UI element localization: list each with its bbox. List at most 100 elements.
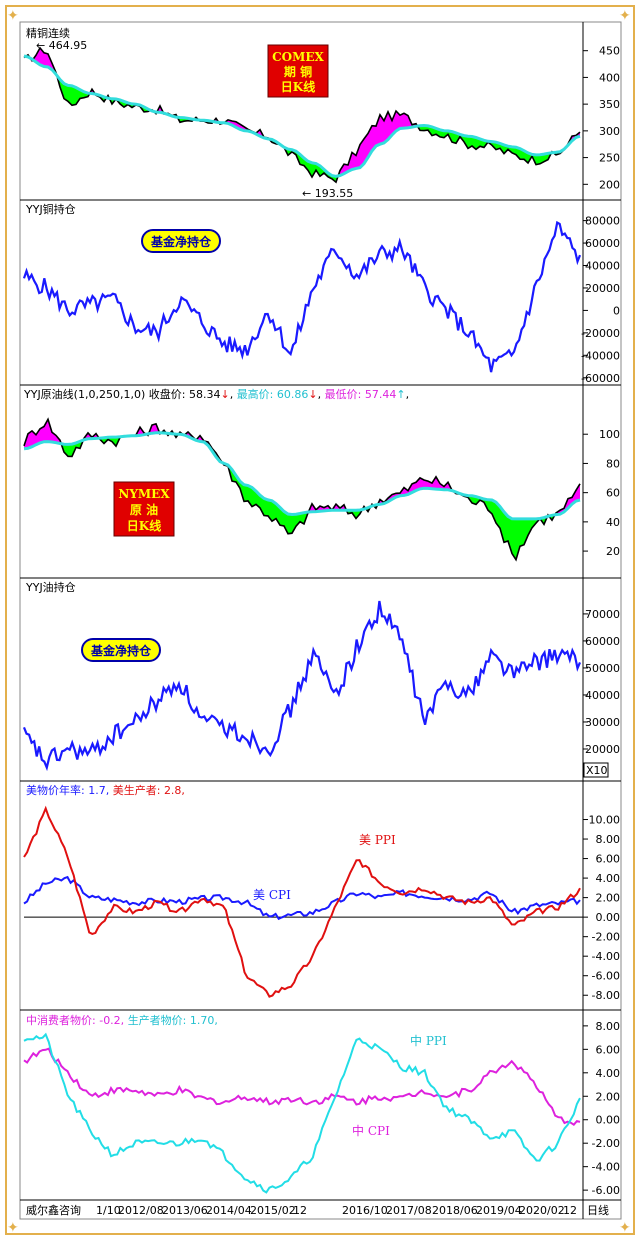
copper_pos-ytick-label-5: 40000 (585, 260, 620, 273)
nymex-badge-line1: NYMEX (118, 487, 170, 501)
us_inflation-ytick-label-6: 4.00 (596, 872, 621, 885)
footer-date-8: 2018/06 (432, 1204, 478, 1217)
oil_pos-ytick-label-0: 20000 (585, 743, 620, 756)
copper-band-82 (352, 152, 356, 170)
copper_pos-ytick-label-4: 20000 (585, 282, 620, 295)
copper_pos-ytick-label-6: 60000 (585, 237, 620, 250)
oil-close-value: 58.34 (189, 388, 221, 401)
copper-band-110 (464, 135, 468, 149)
oil-band-121 (508, 516, 512, 554)
corner-ornament-br: ✦ (619, 1220, 631, 1236)
oil-band-10 (64, 444, 68, 457)
oil-low-value: 57.44 (365, 388, 397, 401)
oil-band-68 (296, 513, 300, 527)
copper-band-89 (380, 114, 384, 145)
oil-ytick-label-0: 20 (606, 545, 620, 558)
us-ppi-legend-value: 2.8, (164, 784, 185, 797)
footer-date-3: 2014/04 (206, 1204, 252, 1217)
copper-band-93 (396, 111, 400, 131)
comex-badge-line3: 日K线 (281, 79, 315, 94)
plots-layer: 200250300350400450-60000-40000-200000200… (22, 45, 621, 1197)
cn-cpi-legend: 中消费者物价: (26, 1013, 96, 1027)
footer-date-7: 2017/08 (386, 1204, 432, 1217)
footer-date-11: 12 (563, 1204, 577, 1217)
oil-band-119 (500, 506, 504, 543)
copper-band-95 (404, 113, 408, 129)
oil-band-32 (152, 423, 156, 434)
footer-date-6: 2016/10 (342, 1204, 388, 1217)
us-ppi-legend: 美生产者: (113, 783, 161, 797)
us_inflation-ytick-label-0: -8.00 (592, 989, 620, 1002)
us_inflation-ytick-label-3: -2.00 (592, 931, 620, 944)
copper-band-88 (376, 114, 380, 146)
corner-ornament-tr: ✦ (619, 8, 631, 24)
oil-band-122 (512, 518, 516, 560)
copper_pos-ytick-label-0: -60000 (581, 372, 620, 385)
oil-band-66 (288, 514, 292, 534)
cn_inflation-ytick-label-1: -4.00 (592, 1161, 620, 1174)
us_inflation-ytick-label-5: 2.00 (596, 892, 621, 905)
copper-band-72 (312, 162, 316, 178)
nymex-badge-line2: 原 油 (130, 502, 158, 517)
oil-title: YYJ原油线(1,0,250,1,0) (23, 387, 145, 401)
us-legend: 美物价年率: 1.7, 美生产者: 2.8, (26, 783, 185, 797)
oil_pos-ytick-label-2: 40000 (585, 689, 620, 702)
copper-ytick-label-0: 200 (599, 178, 620, 191)
footer-date-2: 2013/06 (162, 1204, 208, 1217)
footer-date-1: 2012/08 (118, 1204, 164, 1217)
oil-band-65 (284, 511, 288, 534)
footer-date-10: 2020/02 (519, 1204, 565, 1217)
oil-ytick-label-1: 40 (606, 516, 620, 529)
oil_pos-ytick-label-1: 30000 (585, 716, 620, 729)
nymex-badge-line3: 日K线 (127, 518, 161, 533)
cn_inflation-ytick-label-4: 2.00 (596, 1090, 621, 1103)
oil-band-117 (492, 500, 496, 523)
footer-period: 日线 (587, 1203, 609, 1217)
cn-ppi-annotation: 中 PPI (410, 1033, 447, 1048)
oil-ma-line (23, 431, 581, 521)
oil-band-59 (260, 495, 264, 516)
scale-label: X10 (586, 764, 608, 777)
cn-legend: 中消费者物价: -0.2, 生产者物价: 1.70, (26, 1013, 218, 1027)
oil-ytick-label-4: 100 (599, 428, 620, 441)
oil-band-118 (496, 502, 500, 529)
plot-frame (19, 21, 622, 1220)
copper-pos-title: YYJ铜持仓 (25, 202, 76, 216)
cn_inflation-ytick-label-2: -2.00 (592, 1137, 620, 1150)
us-cpi-annotation: 美 CPI (253, 888, 291, 902)
oil_pos-ytick-label-5: 70000 (585, 608, 620, 621)
comex-badge-line1: COMEX (272, 50, 324, 64)
oil-close-label: 收盘价: (149, 387, 186, 401)
us_inflation-series-1 (23, 805, 581, 998)
oil-band-125 (524, 518, 528, 545)
oil-fund-badge: 基金净持仓 (81, 638, 161, 662)
oil-band-60 (264, 498, 268, 516)
copper-ytick-label-2: 300 (599, 125, 620, 138)
oil-band-55 (244, 484, 248, 502)
us_inflation-ytick-label-7: 6.00 (596, 853, 621, 866)
copper-band-128 (536, 154, 540, 165)
oil-band-126 (528, 518, 532, 536)
oil-legend: YYJ原油线(1,0,250,1,0) 收盘价: 58.34↓, 最高价: 60… (23, 387, 409, 401)
oil-ytick-label-3: 80 (606, 457, 620, 470)
copper-band-71 (308, 161, 312, 178)
copper-band-123 (516, 147, 520, 160)
oil-band-102 (432, 476, 436, 490)
oil-band-112 (472, 495, 476, 505)
oil-ytick-label-2: 60 (606, 487, 620, 500)
oil_pos-ytick-label-3: 50000 (585, 662, 620, 675)
us-ppi-annotation: 美 PPI (359, 833, 396, 847)
copper-ytick-label-1: 250 (599, 152, 620, 165)
copper-band-11 (68, 85, 72, 106)
oil-low-label: 最低价: (325, 388, 362, 401)
copper-ytick-label-3: 350 (599, 98, 620, 111)
corner-ornament-bl: ✦ (7, 1220, 19, 1236)
copper-high-label: ← 464.95 (36, 39, 87, 52)
oil-high-value: 60.86 (277, 388, 309, 401)
copper-band-12 (72, 85, 76, 106)
nymex-badge: NYMEX 原 油 日K线 (113, 481, 175, 537)
oil-band-120 (504, 511, 508, 543)
oil-band-98 (416, 477, 420, 491)
